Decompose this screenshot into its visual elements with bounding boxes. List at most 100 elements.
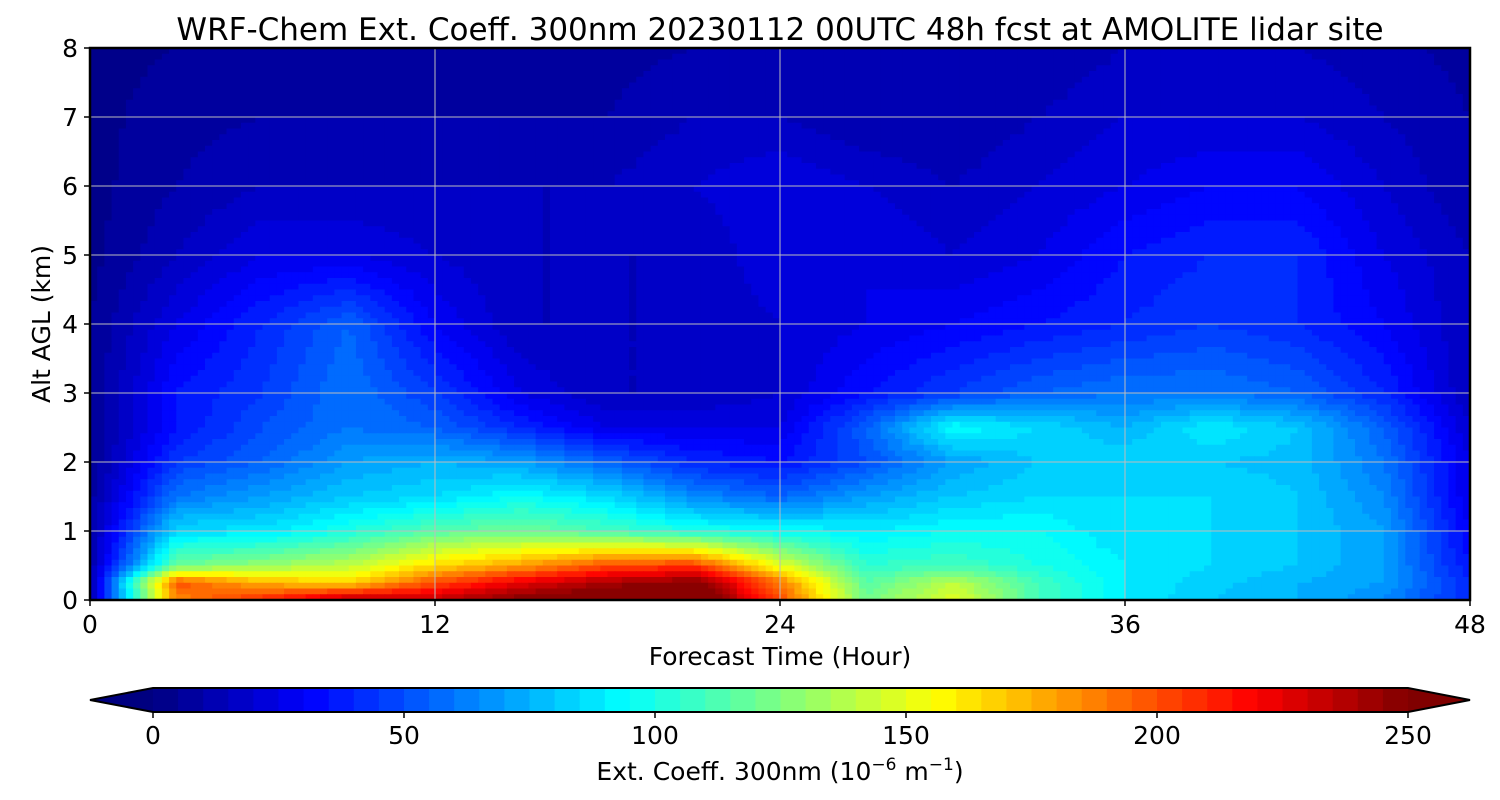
- heatmap-cell: [348, 122, 357, 130]
- heatmap-cell: [952, 65, 961, 72]
- heatmap-cell: [1045, 180, 1054, 187]
- heatmap-cell: [1304, 65, 1313, 72]
- heatmap-cell: [607, 82, 616, 89]
- heatmap-cell: [406, 53, 415, 61]
- heatmap-cell: [1455, 145, 1464, 153]
- heatmap-cell: [442, 157, 450, 164]
- heatmap-cell: [952, 71, 961, 78]
- heatmap-cell: [377, 186, 386, 193]
- heatmap-cell: [808, 180, 817, 187]
- heatmap-cell: [1010, 111, 1018, 118]
- heatmap-cell: [1333, 174, 1342, 181]
- heatmap-cell: [320, 71, 328, 78]
- heatmap-cell: [535, 71, 544, 78]
- heatmap-cell: [1010, 88, 1018, 95]
- heatmap-cell: [506, 145, 515, 153]
- heatmap-cell: [930, 174, 939, 181]
- heatmap-cell: [1290, 53, 1299, 61]
- heatmap-cell: [341, 111, 350, 118]
- heatmap-cell: [1204, 117, 1212, 124]
- heatmap-cell: [758, 157, 767, 164]
- heatmap-cell: [693, 48, 702, 55]
- heatmap-cell: [1419, 88, 1428, 95]
- heatmap-cell: [1426, 59, 1435, 66]
- heatmap-cell: [1146, 186, 1155, 193]
- heatmap-cell: [837, 122, 846, 130]
- heatmap-cell: [686, 53, 695, 61]
- heatmap-cell: [1326, 59, 1335, 66]
- heatmap-cell: [945, 140, 954, 147]
- heatmap-cell: [1240, 59, 1248, 66]
- heatmap-cell: [1218, 99, 1227, 107]
- heatmap-cell: [708, 145, 716, 153]
- heatmap-cell: [550, 134, 558, 141]
- heatmap-cell: [722, 94, 731, 101]
- heatmap-cell: [521, 168, 530, 176]
- heatmap-cell: [1355, 174, 1363, 181]
- heatmap-cell: [1311, 76, 1320, 84]
- heatmap-cell: [413, 65, 422, 72]
- heatmap-cell: [772, 134, 781, 141]
- heatmap-cell: [722, 48, 731, 55]
- heatmap-cell: [327, 145, 335, 153]
- heatmap-cell: [794, 163, 803, 170]
- heatmap-cell: [966, 53, 975, 61]
- heatmap-cell: [593, 140, 601, 147]
- heatmap-cell: [1168, 99, 1176, 107]
- heatmap-cell: [844, 157, 853, 164]
- heatmap-cell: [219, 122, 228, 130]
- heatmap-cell: [348, 76, 357, 84]
- heatmap-cell: [291, 94, 300, 101]
- heatmap-cell: [1002, 117, 1011, 124]
- heatmap-cell: [478, 157, 486, 164]
- heatmap-cell: [1405, 82, 1414, 89]
- heatmap-cell: [1110, 76, 1119, 84]
- heatmap-cell: [916, 105, 925, 112]
- heatmap-cell: [355, 71, 364, 78]
- heatmap-cell: [1096, 191, 1105, 199]
- heatmap-cell: [1405, 128, 1414, 135]
- heatmap-cell: [873, 157, 882, 164]
- heatmap-cell: [1283, 163, 1291, 170]
- heatmap-cell: [535, 105, 544, 112]
- heatmap-cell: [1261, 82, 1270, 89]
- heatmap-cell: [578, 94, 587, 101]
- heatmap-cell: [528, 88, 537, 95]
- heatmap-cell: [902, 174, 910, 181]
- heatmap-cell: [1074, 105, 1083, 112]
- heatmap-cell: [248, 191, 256, 199]
- heatmap-cell: [1031, 53, 1040, 61]
- heatmap-cell: [442, 48, 450, 55]
- heatmap-cell: [830, 117, 839, 124]
- heatmap-cell: [1204, 65, 1212, 72]
- heatmap-cell: [305, 117, 314, 124]
- heatmap-cell: [463, 151, 472, 158]
- heatmap-cell: [1448, 65, 1457, 72]
- heatmap-cell: [1247, 105, 1255, 112]
- heatmap-cell: [787, 59, 795, 66]
- heatmap-cell: [1419, 145, 1428, 153]
- heatmap-cell: [1275, 122, 1284, 130]
- heatmap-cell: [312, 191, 321, 199]
- heatmap-cell: [700, 76, 709, 84]
- heatmap-cell: [147, 76, 156, 84]
- heatmap-cell: [449, 128, 458, 135]
- heatmap-cell: [593, 134, 601, 141]
- heatmap-cell: [413, 134, 422, 141]
- heatmap-cell: [1232, 65, 1241, 72]
- heatmap-cell: [564, 82, 573, 89]
- heatmap-cell: [794, 111, 803, 118]
- heatmap-cell: [650, 128, 659, 135]
- heatmap-cell: [1074, 128, 1083, 135]
- heatmap-cell: [1290, 191, 1299, 199]
- heatmap-cell: [1275, 99, 1284, 107]
- heatmap-cell: [255, 117, 264, 124]
- heatmap-cell: [399, 168, 407, 176]
- heatmap-cell: [815, 134, 824, 141]
- heatmap-cell: [1268, 59, 1277, 66]
- heatmap-cell: [276, 111, 285, 118]
- heatmap-cell: [377, 117, 386, 124]
- heatmap-cell: [1103, 88, 1112, 95]
- heatmap-cell: [751, 59, 760, 66]
- heatmap-cell: [1347, 163, 1356, 170]
